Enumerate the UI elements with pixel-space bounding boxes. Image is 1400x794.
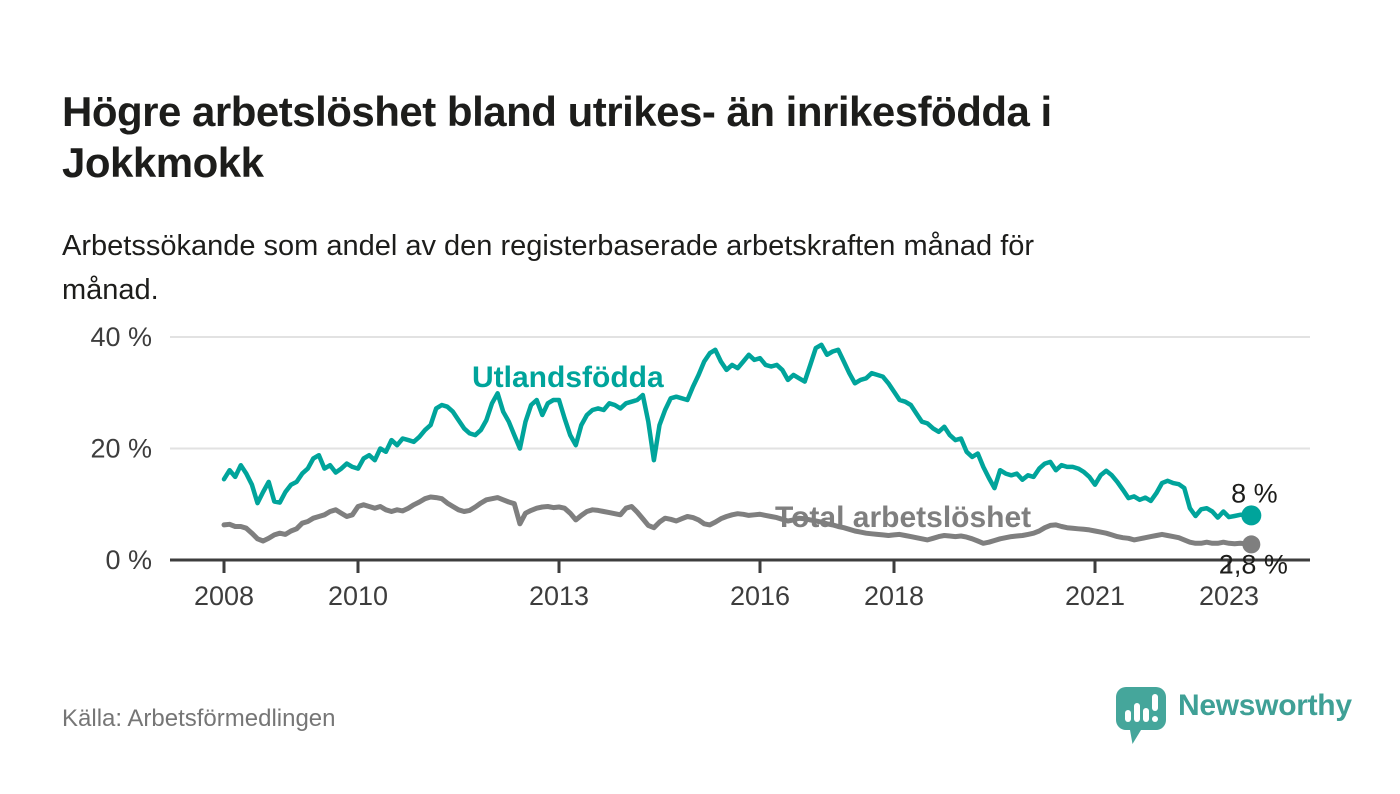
line-chart: 2008 2010 2013 2016 2018 2021 2023 0 % 20 % 40 % T… [90, 322, 1310, 611]
newsworthy-logo: Newsworthy [1115, 686, 1352, 746]
y-tick-label-0: 0 % [105, 545, 152, 575]
series-endpoint-utlandsfodda [1241, 505, 1262, 526]
x-tick-label-2016: 2016 [730, 581, 790, 611]
source-note: Källa: Arbetsförmedlingen [62, 705, 336, 732]
x-tick-label-2021: 2021 [1065, 581, 1125, 611]
x-tick-label-2010: 2010 [328, 581, 388, 611]
chart-subtitle: Arbetssökande som andel av den registerb… [62, 225, 1322, 312]
chart-subtitle-line1: Arbetssökande som andel av den registerb… [62, 230, 1035, 262]
chart-title: Högre arbetslöshet bland utrikes- än inr… [62, 86, 1362, 188]
x-tick-label-2008: 2008 [194, 581, 254, 611]
end-value-label-total: 2,8 % [1219, 549, 1288, 579]
series-endpoint-total [1242, 535, 1261, 554]
x-tick-label-2018: 2018 [864, 581, 924, 611]
x-tick-label-2013: 2013 [529, 581, 589, 611]
chart-subtitle-line2: månad. [62, 273, 159, 306]
y-tick-label-40: 40 % [90, 322, 152, 352]
series-line-utlandsfodda [221, 342, 1254, 520]
series-label-utlandsfodda: Utlandsfödda [472, 361, 664, 394]
chart-title-line1: Högre arbetslöshet bland utrikes- än inr… [62, 88, 1052, 136]
newsworthy-logo-icon [1116, 687, 1166, 744]
end-value-label-utlandsfodda: 8 % [1231, 478, 1278, 508]
newsworthy-logo-text: Newsworthy [1178, 689, 1352, 722]
chart-title-line2: Jokkmokk [62, 139, 264, 187]
x-tick-label-2023: 2023 [1199, 581, 1259, 611]
y-tick-label-20: 20 % [90, 434, 152, 464]
series-line-total [221, 494, 1254, 547]
series-label-total: Total arbetslöshet [775, 501, 1031, 534]
